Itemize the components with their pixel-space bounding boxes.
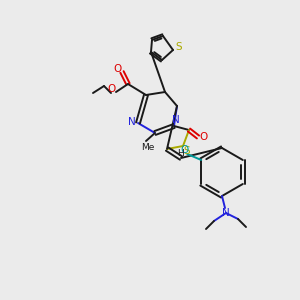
Text: N: N <box>128 117 136 127</box>
Text: O: O <box>199 132 207 142</box>
Text: S: S <box>184 146 190 156</box>
Text: O: O <box>113 64 121 74</box>
Text: N: N <box>172 115 180 125</box>
Text: Me: Me <box>141 143 155 152</box>
Text: O: O <box>180 145 188 155</box>
Text: H: H <box>177 148 184 158</box>
Text: N: N <box>222 208 230 218</box>
Text: S: S <box>176 42 182 52</box>
Text: O: O <box>108 84 116 94</box>
